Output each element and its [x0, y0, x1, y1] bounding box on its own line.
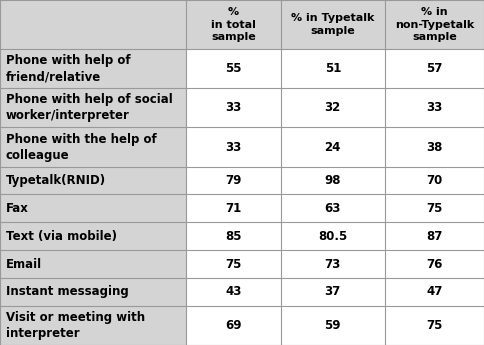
- Bar: [186, 278, 281, 306]
- Text: 87: 87: [426, 230, 442, 243]
- Bar: [186, 306, 281, 345]
- Text: Phone with help of
friend/relative: Phone with help of friend/relative: [6, 54, 130, 83]
- Bar: [0, 195, 186, 222]
- Bar: [281, 127, 385, 167]
- Bar: [385, 250, 484, 278]
- Bar: [385, 88, 484, 127]
- Text: 76: 76: [426, 258, 442, 270]
- Text: 55: 55: [225, 62, 242, 75]
- Bar: [186, 222, 281, 250]
- Bar: [385, 127, 484, 167]
- Bar: [0, 250, 186, 278]
- Text: 79: 79: [226, 174, 242, 187]
- Bar: [281, 278, 385, 306]
- Text: 85: 85: [225, 230, 242, 243]
- Bar: [0, 167, 186, 195]
- Bar: [186, 127, 281, 167]
- Bar: [186, 250, 281, 278]
- Text: Visit or meeting with
interpreter: Visit or meeting with interpreter: [6, 311, 145, 340]
- Text: % in Typetalk
sample: % in Typetalk sample: [291, 13, 375, 36]
- Bar: [186, 167, 281, 195]
- Text: 80.5: 80.5: [318, 230, 348, 243]
- Bar: [0, 127, 186, 167]
- Text: 63: 63: [325, 202, 341, 215]
- Text: 47: 47: [426, 285, 442, 298]
- Text: Text (via mobile): Text (via mobile): [6, 230, 117, 243]
- Text: 75: 75: [426, 319, 442, 332]
- Bar: [0, 278, 186, 306]
- Text: 38: 38: [426, 140, 442, 154]
- Text: 71: 71: [226, 202, 242, 215]
- Bar: [281, 222, 385, 250]
- Bar: [281, 250, 385, 278]
- Bar: [0, 306, 186, 345]
- Text: 32: 32: [325, 101, 341, 115]
- Text: Instant messaging: Instant messaging: [6, 285, 129, 298]
- Text: % in
non-Typetalk
sample: % in non-Typetalk sample: [395, 7, 474, 42]
- Text: 98: 98: [324, 174, 341, 187]
- Bar: [0, 0, 186, 49]
- Bar: [186, 88, 281, 127]
- Bar: [385, 167, 484, 195]
- Bar: [186, 49, 281, 88]
- Bar: [0, 49, 186, 88]
- Text: 70: 70: [426, 174, 442, 187]
- Text: Email: Email: [6, 258, 42, 270]
- Text: 37: 37: [325, 285, 341, 298]
- Bar: [281, 306, 385, 345]
- Text: 75: 75: [226, 258, 242, 270]
- Text: 51: 51: [325, 62, 341, 75]
- Bar: [385, 49, 484, 88]
- Text: 59: 59: [324, 319, 341, 332]
- Bar: [385, 306, 484, 345]
- Bar: [281, 49, 385, 88]
- Bar: [385, 222, 484, 250]
- Bar: [0, 88, 186, 127]
- Text: 24: 24: [325, 140, 341, 154]
- Text: 43: 43: [226, 285, 242, 298]
- Text: 75: 75: [426, 202, 442, 215]
- Text: 69: 69: [225, 319, 242, 332]
- Text: Phone with help of social
worker/interpreter: Phone with help of social worker/interpr…: [6, 93, 173, 122]
- Bar: [281, 88, 385, 127]
- Bar: [0, 222, 186, 250]
- Bar: [281, 167, 385, 195]
- Text: Typetalk(RNID): Typetalk(RNID): [6, 174, 106, 187]
- Bar: [385, 0, 484, 49]
- Bar: [186, 195, 281, 222]
- Bar: [385, 278, 484, 306]
- Text: 33: 33: [426, 101, 442, 115]
- Text: Fax: Fax: [6, 202, 29, 215]
- Text: 33: 33: [226, 101, 242, 115]
- Text: %
in total
sample: % in total sample: [211, 7, 256, 42]
- Bar: [281, 0, 385, 49]
- Text: 33: 33: [226, 140, 242, 154]
- Bar: [186, 0, 281, 49]
- Bar: [385, 195, 484, 222]
- Text: 57: 57: [426, 62, 442, 75]
- Text: 73: 73: [325, 258, 341, 270]
- Text: Phone with the help of
colleague: Phone with the help of colleague: [6, 132, 156, 161]
- Bar: [281, 195, 385, 222]
